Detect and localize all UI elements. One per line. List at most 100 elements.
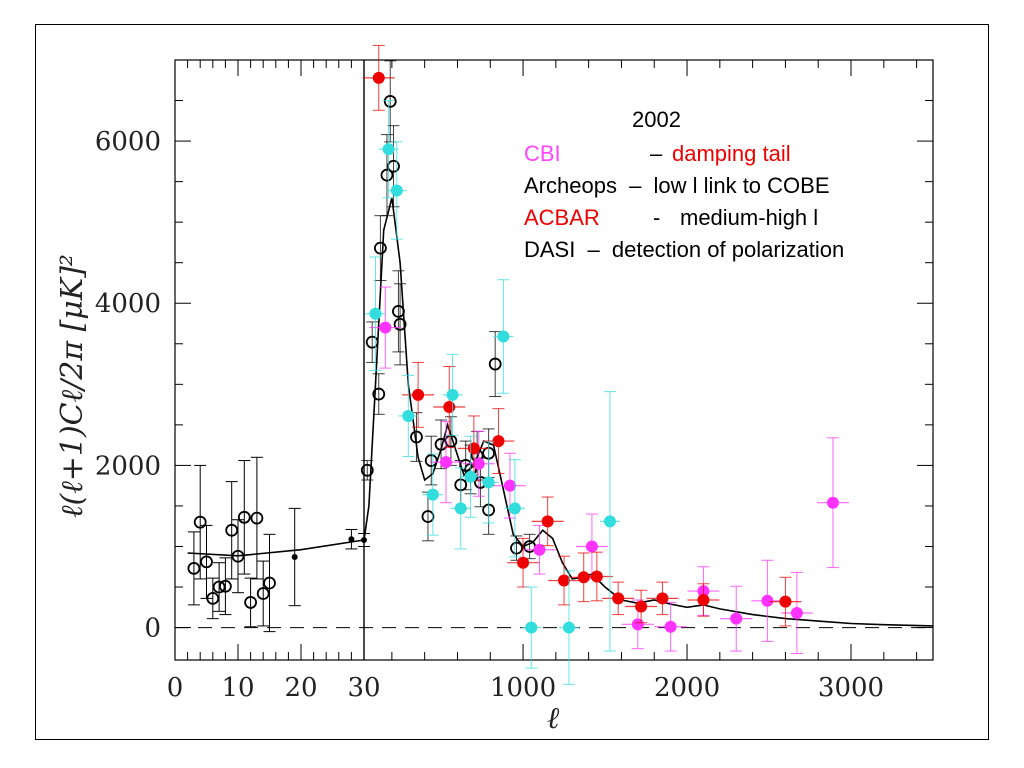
cobe-point [193, 515, 207, 529]
reference-point [361, 537, 367, 543]
cobe-point [237, 510, 251, 524]
legend-note-archeops: low l link to COBE [653, 173, 829, 198]
archeops-point [410, 430, 423, 444]
archeops-point [510, 541, 523, 555]
legend-sep-acbar: - [653, 205, 660, 230]
acbar-point [467, 442, 480, 455]
cbi-point [761, 594, 774, 607]
archeops-point [424, 454, 438, 467]
acbar-point [656, 592, 669, 605]
legend-name-acbar: ACBAR [524, 205, 600, 230]
dasi-point [446, 388, 459, 401]
cbi-point [439, 456, 452, 469]
x-axis-label: ℓ [547, 701, 560, 736]
model-curve-low-l [187, 539, 365, 557]
legend-name-archeops: Archeops [524, 173, 617, 198]
archeops-point [372, 387, 386, 401]
cobe-point [250, 511, 264, 525]
dasi-point [464, 470, 477, 483]
cbi-point [379, 321, 392, 334]
dasi-point [482, 476, 495, 489]
legend: 2002 CBI – damping tail Archeops – low l… [524, 107, 844, 262]
archeops-point [393, 317, 407, 331]
cbi-point [503, 479, 516, 492]
dasi-point [369, 307, 382, 320]
archeops-point [365, 335, 379, 349]
archeops-point [387, 159, 400, 173]
dasi-point [508, 502, 521, 515]
archeops-point [488, 357, 502, 371]
reference-point [291, 554, 298, 561]
cbi-point [826, 496, 839, 509]
x-tick-label: 20 [284, 673, 317, 703]
dasi-point [426, 488, 439, 501]
acbar-point [412, 388, 425, 401]
cobe-point [263, 576, 276, 590]
archeops-point [380, 168, 394, 182]
cobe-point [200, 555, 213, 569]
acbar-point [779, 595, 792, 608]
dasi-point [603, 515, 616, 528]
dasi-point [390, 184, 403, 197]
acbar-point [443, 401, 456, 414]
acbar-point [612, 592, 625, 605]
acbar-point [697, 594, 710, 606]
cobe-point [225, 523, 239, 537]
legend-sep-dasi: – [587, 237, 600, 262]
y-tick-label: 2000 [95, 451, 161, 481]
dasi-point [497, 330, 510, 343]
dasi-point [382, 143, 395, 156]
acbar-point [541, 515, 554, 528]
legend-sep-cbi: – [650, 141, 663, 166]
legend-year: 2002 [632, 107, 681, 132]
y-tick-label: 4000 [95, 289, 161, 319]
cobe-point [244, 596, 258, 609]
legend-name-cbi: CBI [524, 141, 561, 166]
legend-note-cbi: damping tail [672, 141, 791, 166]
y-tick-label: 6000 [95, 127, 161, 157]
cbi-point [585, 540, 598, 553]
cobe-point [187, 561, 201, 575]
cobe-point [206, 591, 220, 605]
archeops-point [421, 510, 435, 523]
acbar-point [492, 435, 505, 448]
cbi-point [730, 612, 743, 625]
acbar-point [558, 574, 571, 587]
cobe-point [256, 587, 270, 600]
acbar-point [577, 571, 590, 584]
acbar-point [590, 570, 603, 583]
x-tick-label: 30 [347, 673, 380, 703]
acbar-point [635, 600, 648, 613]
cbi-point [533, 543, 546, 556]
legend-entry-acbar: ACBAR - medium-high l [524, 205, 818, 230]
cbi-point [790, 606, 803, 619]
x-tick-label: 10 [221, 673, 254, 703]
archeops-point [373, 241, 387, 255]
cbi-point [664, 620, 677, 633]
x-tick-label: 3000 [818, 673, 884, 703]
y-tick-label: 0 [144, 614, 161, 644]
dasi-point [454, 502, 467, 515]
acbar-point [517, 556, 530, 569]
legend-entry-cbi: CBI – damping tail [524, 141, 791, 166]
legend-entry-dasi: DASI – detection of polarization [524, 237, 844, 262]
cobe-point [231, 549, 245, 563]
archeops-point [392, 304, 405, 318]
cbi-point [472, 457, 485, 470]
x-tick-label: 1000 [490, 673, 556, 703]
legend-note-acbar: medium-high l [680, 205, 818, 230]
acbar-point [372, 71, 385, 84]
dasi-point [525, 621, 538, 634]
figure-frame [35, 24, 989, 740]
legend-sep-archeops: – [629, 173, 642, 198]
reference-point [348, 536, 355, 543]
archeops-point [383, 94, 397, 108]
archeops-point [360, 463, 374, 477]
cobe-point [218, 579, 232, 593]
plot-area [174, 59, 934, 661]
legend-name-dasi: DASI [524, 237, 575, 262]
cbi-point [631, 618, 644, 631]
dasi-point [402, 409, 415, 422]
cobe-point [212, 580, 226, 594]
